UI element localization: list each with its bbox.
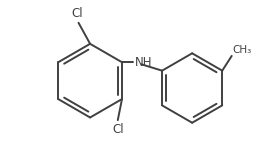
Text: NH: NH	[135, 56, 152, 69]
Text: Cl: Cl	[72, 7, 83, 20]
Text: CH₃: CH₃	[233, 45, 252, 55]
Text: Cl: Cl	[112, 123, 124, 136]
